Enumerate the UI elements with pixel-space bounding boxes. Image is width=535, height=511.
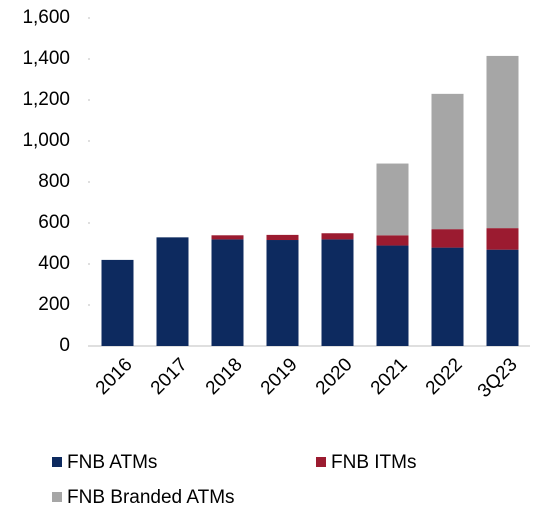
bar-segment (376, 163, 409, 236)
bar-segment (321, 239, 354, 346)
legend-label: FNB ITMs (331, 452, 417, 473)
bar-segment (266, 240, 299, 346)
y-tick-label: 1,000 (22, 130, 70, 151)
bar-segment (376, 235, 409, 246)
bar-segment (486, 228, 519, 250)
bar-segment (486, 55, 519, 229)
bar-segment (431, 247, 464, 346)
legend-label: FNB ATMs (67, 452, 157, 473)
x-tick-label: 2016 (92, 354, 137, 399)
bar-segment (321, 233, 354, 240)
y-tick-label: 1,200 (22, 89, 70, 110)
legend-label: FNB Branded ATMs (67, 487, 235, 508)
bar-segment (486, 249, 519, 346)
y-tick-label: 400 (38, 253, 70, 274)
bar-segment (431, 93, 464, 230)
bar-segment (101, 259, 134, 346)
x-tick-label: 2017 (147, 354, 192, 399)
legend-swatch (52, 457, 62, 467)
x-tick-label: 2020 (312, 354, 357, 399)
y-tick-label: 1,400 (22, 48, 70, 69)
bar-segment (431, 229, 464, 248)
bar-segment (211, 239, 244, 346)
bar-segment (156, 237, 189, 346)
x-tick-label: 2022 (422, 354, 467, 399)
y-tick-label: 1,600 (22, 7, 70, 28)
x-tick-label: 2021 (367, 354, 412, 399)
bar-segment (266, 234, 299, 241)
bar-segment (376, 245, 409, 346)
bar-segment (211, 235, 244, 240)
x-tick-label: 2019 (257, 354, 302, 399)
legend-swatch (316, 457, 326, 467)
y-tick-label: 800 (38, 171, 70, 192)
x-tick-label: 2018 (202, 354, 247, 399)
legend-swatch (52, 492, 62, 502)
y-tick-label: 200 (38, 294, 70, 315)
y-tick-label: 600 (38, 212, 70, 233)
y-tick-label: 0 (59, 335, 70, 356)
x-tick-label: 3Q23 (474, 354, 522, 402)
